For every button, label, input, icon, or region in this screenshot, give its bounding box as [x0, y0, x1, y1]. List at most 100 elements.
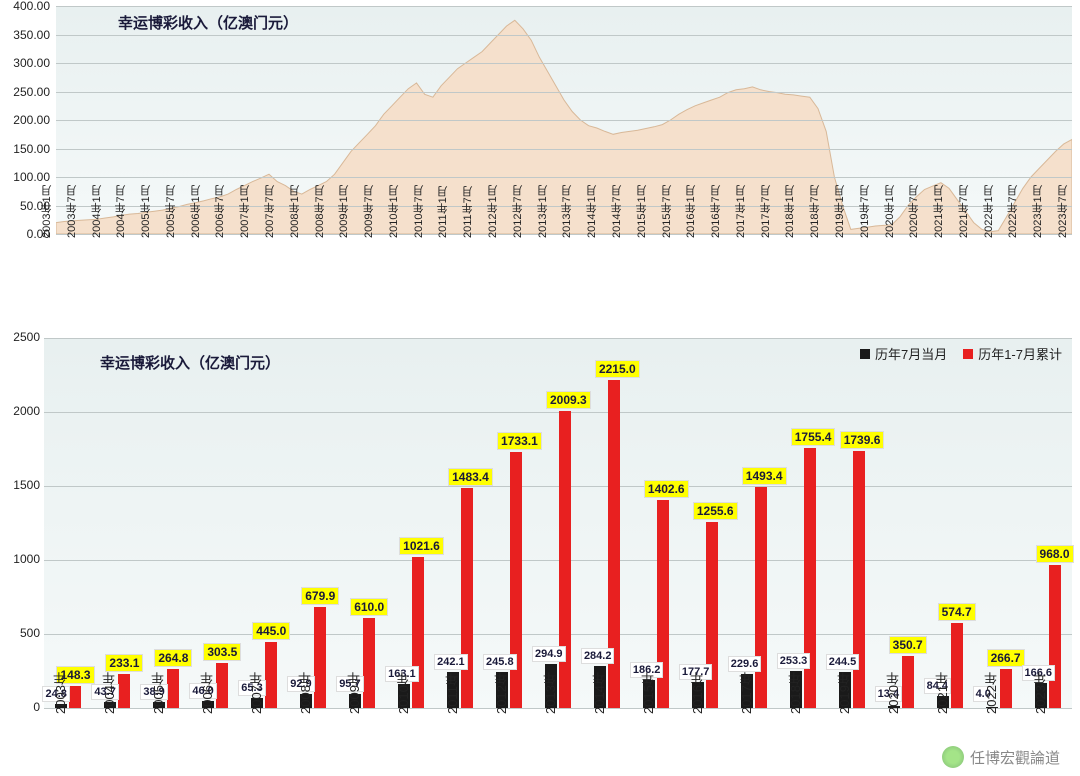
xtick-label: 2015年 — [639, 672, 658, 714]
bar-label-series1: 242.1 — [434, 654, 468, 670]
gridline — [44, 634, 1072, 635]
gridline — [56, 63, 1072, 64]
bar-series2 — [1049, 565, 1061, 708]
gridline — [56, 35, 1072, 36]
bar-series2 — [216, 663, 228, 708]
gridline — [56, 120, 1072, 121]
xtick-label: 2017年 — [737, 672, 756, 714]
xtick-label: 2011年1月 — [435, 186, 451, 238]
bar-label-series2: 303.5 — [203, 643, 241, 661]
area-chart-title: 幸运博彩收入（亿澳门元） — [118, 12, 298, 33]
ytick-label: 150.00 — [2, 142, 50, 156]
bar-label-series2: 350.7 — [889, 636, 927, 654]
bar-label-series1: 245.8 — [483, 654, 517, 670]
xtick-label: 2004年1月 — [89, 185, 105, 238]
bar-series2 — [118, 674, 130, 708]
ytick-label: 2000 — [0, 404, 40, 418]
xtick-label: 2016年7月 — [708, 185, 724, 238]
xtick-label: 2014年 — [590, 672, 609, 714]
bar-series2 — [167, 669, 179, 708]
bar-series2 — [706, 522, 718, 708]
xtick-label: 2009年 — [345, 672, 364, 714]
ytick-label: 100.00 — [2, 170, 50, 184]
xtick-label: 2012年 — [492, 672, 511, 714]
bar-label-series2: 1755.4 — [791, 428, 836, 446]
xtick-label: 2007年7月 — [262, 185, 278, 238]
area-chart: 幸运博彩收入（亿澳门元） 0.0050.00100.00150.00200.00… — [0, 0, 1080, 334]
xtick-label: 2017年1月 — [733, 185, 749, 238]
xtick-label: 2009年1月 — [336, 185, 352, 238]
xtick-label: 2008年1月 — [287, 185, 303, 238]
gridline — [56, 149, 1072, 150]
xtick-label: 2010年 — [394, 672, 413, 714]
ytick-label: 350.00 — [2, 28, 50, 42]
bar-series2 — [69, 686, 81, 708]
gridline — [56, 6, 1072, 7]
xtick-label: 2008年 — [296, 672, 315, 714]
xtick-label: 2004年7月 — [113, 185, 129, 238]
xtick-label: 2017年7月 — [758, 185, 774, 238]
xtick-label: 2013年1月 — [535, 185, 551, 238]
gridline — [44, 560, 1072, 561]
xtick-label: 2018年7月 — [807, 185, 823, 238]
xtick-label: 2013年 — [541, 672, 560, 714]
bar-series2 — [951, 623, 963, 708]
ytick-label: 2500 — [0, 330, 40, 344]
bar-chart-title: 幸运博彩收入（亿澳门元） — [100, 352, 280, 373]
xtick-label: 2023年 — [1031, 672, 1050, 714]
xtick-label: 2020年1月 — [882, 185, 898, 238]
xtick-label: 2014年1月 — [584, 185, 600, 238]
ytick-label: 1000 — [0, 552, 40, 566]
xtick-label: 2012年7月 — [510, 185, 526, 238]
xtick-label: 2018年1月 — [782, 185, 798, 238]
bar-series2 — [265, 642, 277, 708]
bar-label-series2: 679.9 — [301, 587, 339, 605]
xtick-label: 2005年 — [149, 672, 168, 714]
bar-series2 — [804, 448, 816, 708]
watermark-text: 任博宏觀論道 — [970, 747, 1060, 768]
bar-legend: 历年7月当月 历年1-7月累计 — [860, 344, 1062, 363]
xtick-label: 2013年7月 — [559, 185, 575, 238]
bar-label-series1: 244.5 — [826, 654, 860, 670]
ytick-label: 250.00 — [2, 85, 50, 99]
xtick-label: 2022年1月 — [981, 185, 997, 238]
legend-item-series1: 历年7月当月 — [860, 344, 947, 363]
xtick-label: 2019年1月 — [832, 185, 848, 238]
xtick-label: 2023年7月 — [1055, 185, 1071, 238]
gridline — [44, 486, 1072, 487]
xtick-label: 2006年7月 — [212, 185, 228, 238]
bar-label-series2: 1255.6 — [693, 502, 738, 520]
bar-label-series2: 968.0 — [1036, 545, 1074, 563]
xtick-label: 2008年7月 — [312, 185, 328, 238]
xtick-label: 2011年 — [443, 673, 462, 714]
ytick-label: 1500 — [0, 478, 40, 492]
xtick-label: 2021年1月 — [931, 185, 947, 238]
xtick-label: 2005年7月 — [163, 185, 179, 238]
bar-label-series2: 264.8 — [154, 649, 192, 667]
xtick-label: 2011年7月 — [460, 186, 476, 238]
xtick-label: 2005年1月 — [138, 185, 154, 238]
ytick-label: 200.00 — [2, 113, 50, 127]
xtick-label: 2003年7月 — [64, 185, 80, 238]
bar-label-series2: 233.1 — [105, 654, 143, 672]
bar-label-series1: 284.2 — [581, 648, 615, 664]
xtick-label: 2007年 — [247, 672, 266, 714]
bar-series2 — [363, 618, 375, 708]
bar-label-series1: 294.9 — [532, 646, 566, 662]
xtick-label: 2021年 — [933, 672, 952, 714]
xtick-label: 2016年 — [688, 672, 707, 714]
xtick-label: 2007年1月 — [237, 185, 253, 238]
xtick-label: 2022年 — [982, 672, 1001, 714]
bar-label-series2: 1021.6 — [399, 537, 444, 555]
xtick-label: 2003年 — [51, 672, 70, 714]
bar-series2 — [902, 656, 914, 708]
xtick-label: 2023年1月 — [1030, 185, 1046, 238]
legend-item-series2: 历年1-7月累计 — [963, 344, 1062, 363]
ytick-label: 0 — [0, 700, 40, 714]
watermark: 任博宏觀論道 — [942, 746, 1060, 768]
bar-chart: 幸运博彩收入（亿澳门元） 历年7月当月 历年1-7月累计 05001000150… — [0, 334, 1080, 776]
bar-label-series1: 229.6 — [728, 656, 762, 672]
bar-label-series2: 574.7 — [938, 603, 976, 621]
bar-label-series2: 1402.6 — [644, 480, 689, 498]
legend-swatch-red — [963, 349, 973, 359]
